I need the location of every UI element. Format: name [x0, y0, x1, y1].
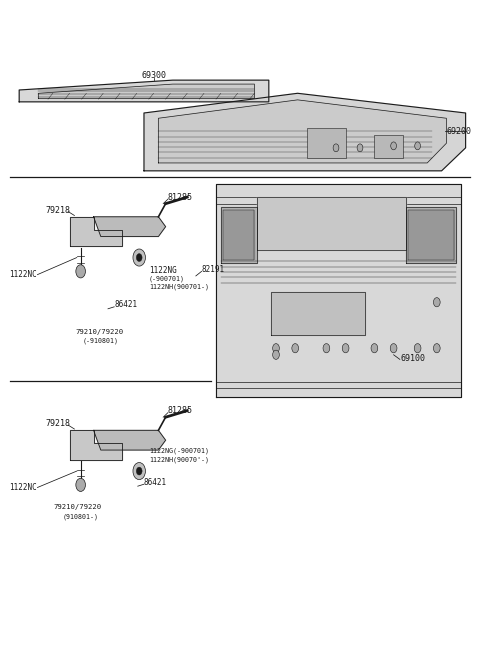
Circle shape [391, 142, 396, 150]
Text: (-910801): (-910801) [83, 338, 119, 344]
Text: 69100: 69100 [401, 353, 426, 363]
Polygon shape [408, 210, 454, 260]
Text: 79210/79220: 79210/79220 [54, 504, 102, 510]
Text: 79218: 79218 [46, 419, 71, 428]
Text: 79210/79220: 79210/79220 [76, 328, 124, 335]
Circle shape [390, 344, 397, 353]
Text: 86421: 86421 [144, 478, 167, 487]
Bar [307, 128, 346, 158]
Text: 1122NC: 1122NC [10, 270, 37, 279]
Polygon shape [223, 210, 254, 260]
Polygon shape [19, 80, 269, 102]
Bar [374, 135, 403, 158]
Circle shape [357, 144, 363, 152]
Circle shape [76, 478, 85, 491]
Polygon shape [70, 430, 122, 460]
Polygon shape [144, 93, 466, 171]
Circle shape [342, 344, 349, 353]
Circle shape [414, 344, 421, 353]
Circle shape [273, 344, 279, 353]
Text: 1122NC: 1122NC [10, 483, 37, 492]
Text: 82191: 82191 [202, 265, 225, 274]
Polygon shape [38, 84, 254, 99]
Circle shape [292, 344, 299, 353]
Text: 1122NG: 1122NG [149, 266, 177, 275]
Text: 1122NG(-900701): 1122NG(-900701) [149, 447, 209, 454]
Circle shape [76, 265, 85, 278]
Circle shape [433, 298, 440, 307]
Text: 1122NH(90070'-): 1122NH(90070'-) [149, 457, 209, 463]
Circle shape [273, 350, 279, 359]
Polygon shape [70, 217, 122, 246]
Polygon shape [216, 184, 461, 397]
Polygon shape [221, 207, 257, 263]
Text: 1122NH(900701-): 1122NH(900701-) [149, 284, 209, 290]
Polygon shape [257, 197, 406, 250]
Text: 69200: 69200 [446, 127, 471, 136]
Text: 79218: 79218 [46, 206, 71, 215]
Circle shape [133, 463, 145, 480]
Circle shape [136, 254, 142, 261]
Polygon shape [271, 292, 365, 335]
Text: 81285: 81285 [168, 406, 193, 415]
Text: (910801-): (910801-) [62, 513, 98, 520]
Circle shape [136, 467, 142, 475]
Polygon shape [94, 217, 166, 237]
Text: 69300: 69300 [141, 71, 166, 80]
Text: (-900701): (-900701) [149, 275, 185, 282]
Circle shape [433, 344, 440, 353]
Circle shape [133, 249, 145, 266]
Circle shape [333, 144, 339, 152]
Circle shape [371, 344, 378, 353]
Polygon shape [94, 430, 166, 450]
Text: 86421: 86421 [114, 300, 137, 309]
Circle shape [415, 142, 420, 150]
Polygon shape [158, 100, 446, 163]
Circle shape [323, 344, 330, 353]
Polygon shape [406, 207, 456, 263]
Text: 81285: 81285 [168, 193, 193, 202]
